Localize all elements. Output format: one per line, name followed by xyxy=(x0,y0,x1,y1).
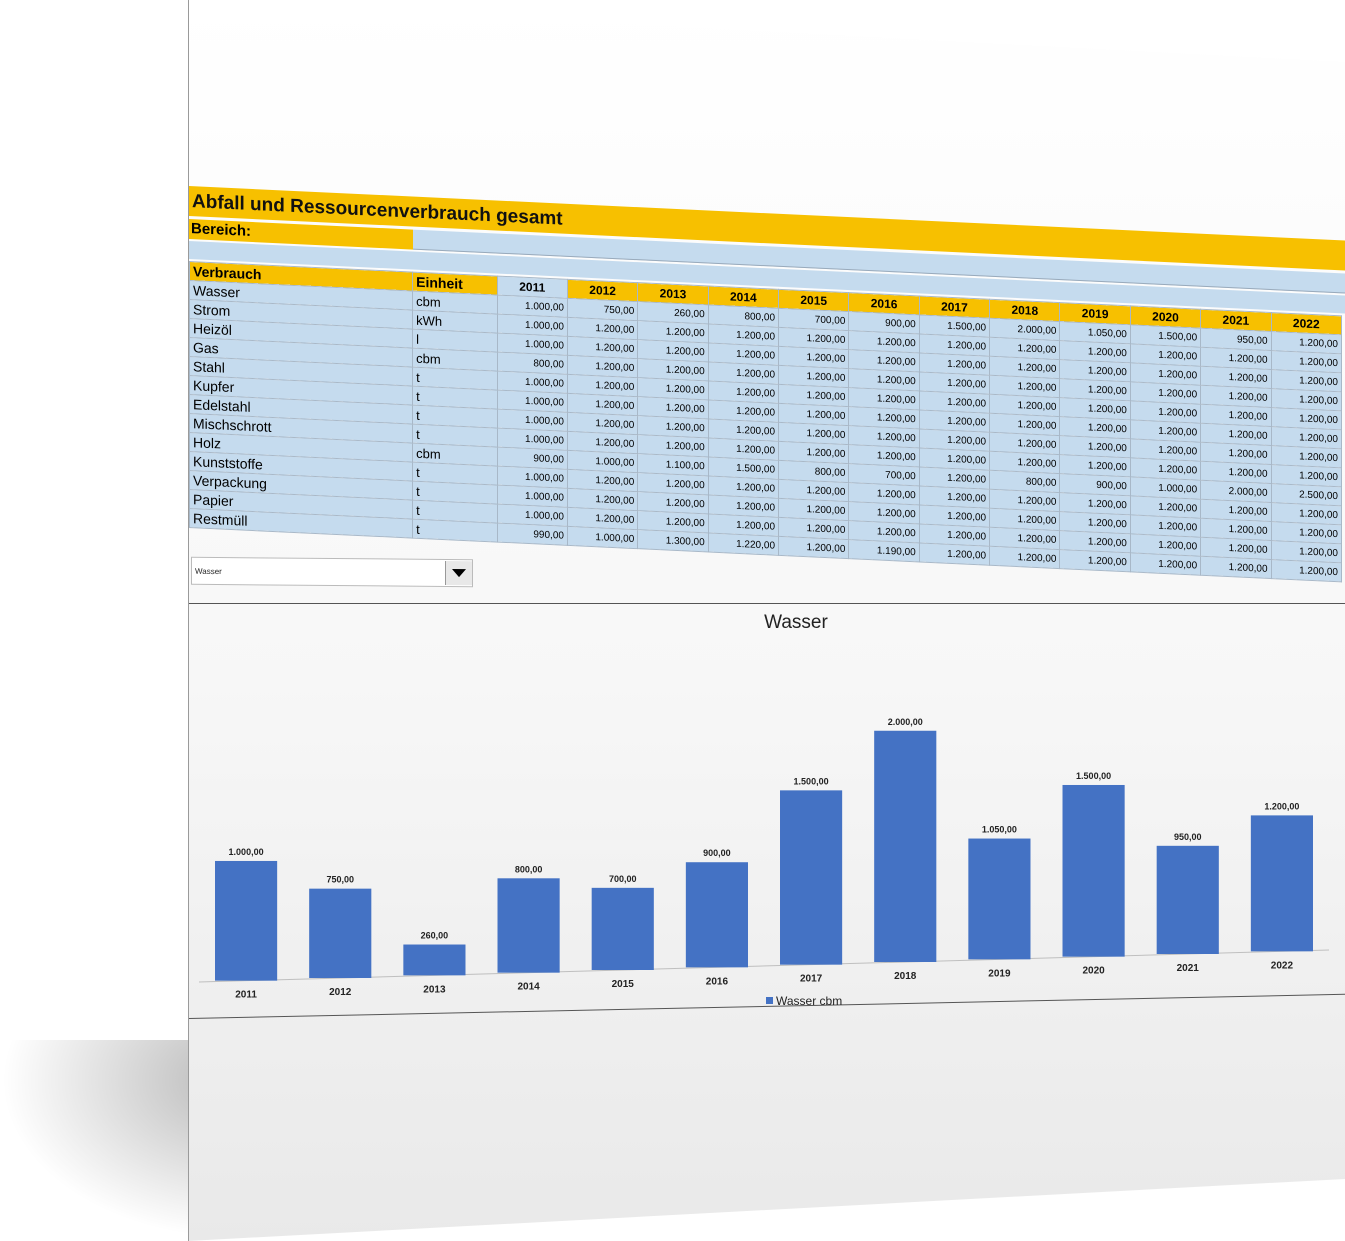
legend-label: Wasser cbm xyxy=(776,994,842,1008)
x-tick-label: 2021 xyxy=(1177,963,1200,974)
bar-2019 xyxy=(968,838,1031,960)
resource-select-value: Wasser xyxy=(195,566,222,576)
legend-swatch xyxy=(766,997,773,1004)
x-tick-label: 2017 xyxy=(800,974,823,985)
x-tick-label: 2019 xyxy=(988,968,1011,979)
bar-2018 xyxy=(874,730,937,962)
bar-2020 xyxy=(1062,784,1125,957)
x-tick-label: 2012 xyxy=(329,987,352,998)
data-label: 1.200,00 xyxy=(1264,801,1299,811)
data-label: 750,00 xyxy=(326,875,354,885)
value-cell[interactable]: 1.200,00 xyxy=(919,542,990,566)
bar-2015 xyxy=(591,887,654,970)
resource-select[interactable]: Wasser xyxy=(191,556,473,588)
x-tick-label: 2011 xyxy=(235,990,257,1001)
bar-2013 xyxy=(403,944,466,976)
dropdown-button[interactable] xyxy=(445,560,472,586)
bar-2022 xyxy=(1250,815,1313,952)
value-cell[interactable]: 1.190,00 xyxy=(848,539,920,562)
value-cell[interactable]: 1.200,00 xyxy=(1200,556,1272,579)
data-label: 1.500,00 xyxy=(1076,771,1111,781)
value-cell[interactable]: 1.000,00 xyxy=(567,526,638,549)
bar-2021 xyxy=(1156,845,1219,954)
x-axis-line xyxy=(198,949,1330,983)
bar-2011 xyxy=(215,860,278,981)
data-label: 700,00 xyxy=(609,874,637,884)
x-tick-label: 2018 xyxy=(894,971,917,982)
spreadsheet-page: Abfall und Ressourcenverbrauch gesamt Be… xyxy=(188,0,1345,1241)
chart-top-border xyxy=(189,603,1345,604)
bar-2014 xyxy=(497,878,560,973)
bar-2016 xyxy=(685,862,748,968)
consumption-table: Verbrauch Einheit 2011 2012 2013 2014 2015 20… xyxy=(189,261,1342,582)
x-tick-label: 2014 xyxy=(517,982,540,993)
x-tick-label: 2015 xyxy=(612,979,635,990)
data-label: 1.500,00 xyxy=(794,776,829,786)
data-label: 950,00 xyxy=(1174,832,1202,842)
bar-2012 xyxy=(309,888,372,978)
data-label: 2.000,00 xyxy=(888,717,923,727)
x-tick-label: 2016 xyxy=(706,976,729,987)
data-label: 1.000,00 xyxy=(229,847,264,857)
value-cell[interactable]: 1.200,00 xyxy=(989,546,1060,569)
x-tick-label: 2022 xyxy=(1271,960,1294,971)
value-cell[interactable]: 1.200,00 xyxy=(1271,559,1342,582)
bar-chart: Wasser 1.000,00 2011 750,00 2012 260,00 2013 80… xyxy=(198,612,1330,1008)
data-label: 800,00 xyxy=(515,864,543,874)
sheet-content: Abfall und Ressourcenverbrauch gesamt Be… xyxy=(189,186,1345,583)
table-body: Wasser cbm 1.000,00 750,00 260,00 800,00 700,0… xyxy=(189,280,1342,582)
bar-2017 xyxy=(780,790,843,965)
value-cell[interactable]: 1.200,00 xyxy=(1130,552,1201,576)
chart-title: Wasser xyxy=(764,612,828,633)
x-tick-label: 2013 xyxy=(423,984,446,995)
value-cell[interactable]: 1.220,00 xyxy=(708,532,779,556)
row-unit[interactable]: t xyxy=(412,519,498,543)
value-cell[interactable]: 1.200,00 xyxy=(778,536,849,559)
data-label: 1.050,00 xyxy=(982,825,1017,835)
value-cell[interactable]: 1.300,00 xyxy=(637,529,709,552)
value-cell[interactable]: 990,00 xyxy=(497,523,568,546)
x-tick-label: 2020 xyxy=(1082,966,1105,977)
data-label: 260,00 xyxy=(421,931,449,941)
chevron-down-icon xyxy=(452,569,466,578)
value-cell[interactable]: 1.200,00 xyxy=(1059,549,1131,572)
data-label: 900,00 xyxy=(703,848,731,858)
